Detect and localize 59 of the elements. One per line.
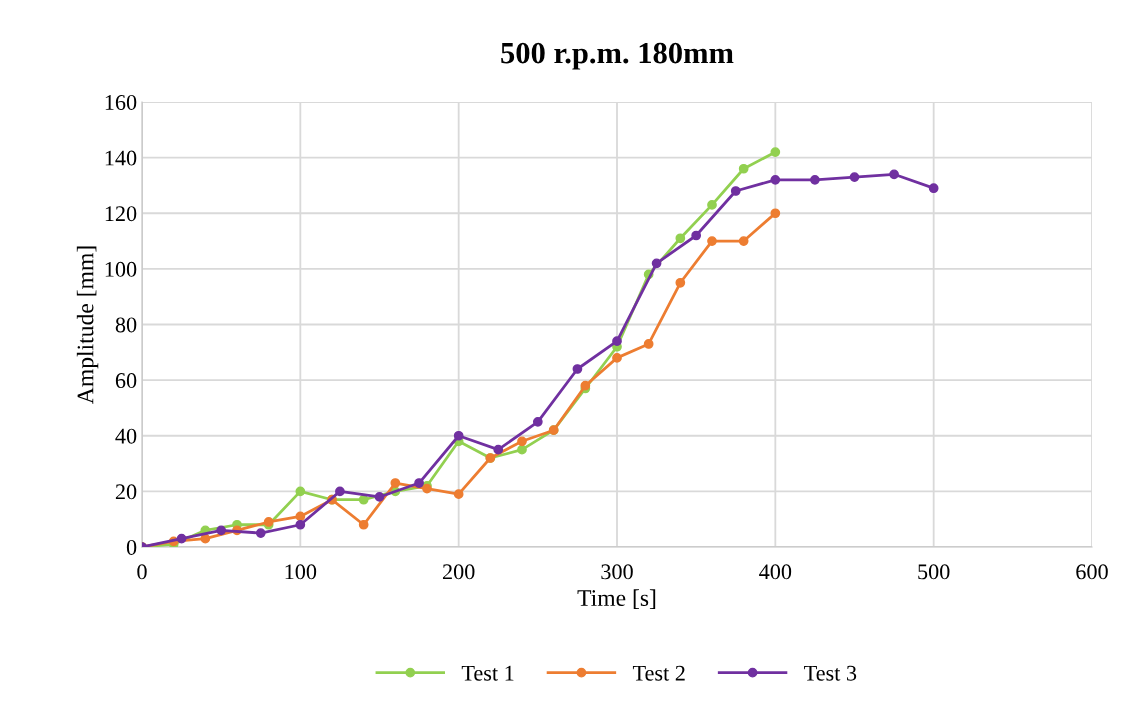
point	[176, 533, 187, 544]
y-tick-label: 140	[105, 150, 137, 166]
chart-title: 500 r.p.m. 180mm	[501, 42, 734, 70]
point	[675, 233, 686, 244]
point	[390, 478, 401, 488]
point	[730, 186, 741, 196]
point	[810, 175, 820, 185]
y-tick-label: 0	[126, 539, 137, 555]
x-tick-label: 500	[918, 564, 950, 580]
point	[675, 277, 686, 288]
y-tick-label: 80	[115, 317, 137, 333]
point	[612, 353, 622, 363]
x-tick-label: 0	[137, 564, 147, 580]
y-tick-label: 60	[115, 373, 137, 389]
point	[738, 163, 749, 174]
y-axis-title: Amplitude [mm]	[76, 246, 99, 404]
point	[572, 364, 583, 374]
point	[738, 236, 749, 246]
point	[358, 519, 369, 530]
y-tick-label: 120	[105, 206, 137, 222]
point	[651, 258, 662, 269]
x-tick-label: 400	[759, 564, 792, 580]
point	[414, 478, 424, 488]
point	[295, 486, 306, 497]
point	[453, 430, 464, 441]
point	[453, 489, 464, 500]
point	[335, 486, 345, 497]
point	[374, 492, 385, 502]
point	[517, 444, 527, 455]
y-tick-label: 160	[105, 94, 137, 110]
x-tick-label: 600	[1076, 564, 1108, 580]
point	[707, 236, 717, 246]
point	[691, 230, 702, 241]
legend-label: Test 1	[461, 665, 514, 681]
point	[255, 528, 266, 538]
point	[517, 436, 527, 447]
legend-label: Test 2	[632, 665, 685, 681]
x-tick-label: 300	[601, 564, 633, 580]
point	[889, 169, 899, 180]
point	[532, 416, 543, 427]
point	[849, 172, 860, 182]
point	[643, 339, 654, 349]
point	[928, 183, 939, 194]
x-tick-label: 100	[285, 564, 317, 580]
x-axis-title: Time [s]	[577, 589, 656, 609]
point	[770, 208, 781, 219]
point	[295, 519, 306, 530]
point	[770, 147, 781, 157]
x-tick-label: 200	[442, 564, 475, 580]
point	[707, 200, 717, 210]
y-tick-label: 40	[115, 428, 137, 444]
legend-label: Test 3	[804, 665, 857, 681]
y-tick-label: 100	[105, 261, 137, 277]
point	[493, 444, 504, 455]
point	[358, 494, 369, 505]
point	[770, 175, 781, 185]
y-tick-label: 20	[115, 484, 137, 500]
point	[216, 525, 227, 536]
point	[612, 336, 622, 347]
